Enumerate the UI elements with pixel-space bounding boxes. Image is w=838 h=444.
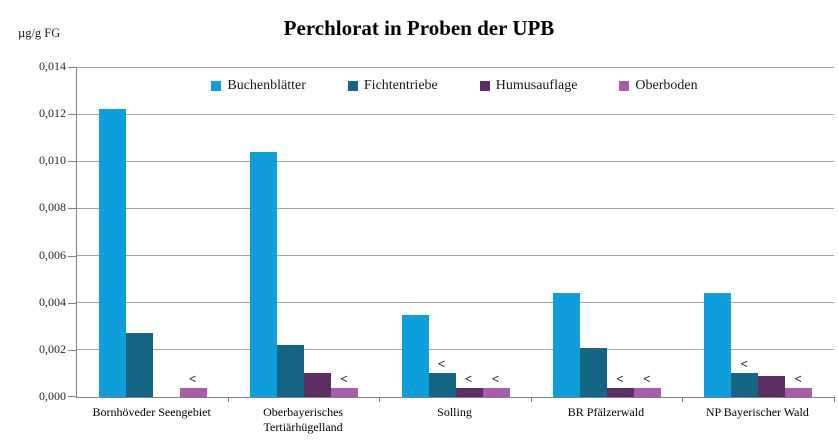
legend-item: Oberboden	[619, 78, 698, 94]
plot-area: < < < < < < < < <	[68, 66, 835, 402]
below-loq-annotation: <	[491, 370, 500, 386]
x-axis-tick	[379, 397, 381, 402]
y-axis-tick	[68, 255, 77, 257]
x-axis-tick	[227, 397, 229, 402]
y-axis-tick	[68, 396, 77, 397]
bar	[125, 333, 153, 397]
y-axis-tick	[68, 302, 77, 304]
below-loq-annotation: <	[464, 370, 473, 386]
legend-swatch-icon	[347, 81, 358, 91]
legend-label: Buchenblätter	[227, 78, 306, 93]
legend-label: Fichtentriebe	[363, 78, 438, 93]
bar: <	[455, 371, 483, 397]
legend-label: Oberboden	[635, 78, 698, 93]
y-tick-label: 0,000	[39, 389, 66, 403]
legend: Buchenblätter Fichtentriebe Humusauflage Ob…	[76, 78, 833, 94]
legend-item: Fichtentriebe	[347, 78, 438, 94]
x-axis-tick	[833, 397, 835, 402]
bar	[704, 293, 732, 397]
y-axis-tick	[68, 208, 77, 210]
bar	[277, 345, 305, 397]
legend-item: Humusauflage	[479, 78, 578, 94]
legend-swatch-icon	[211, 81, 222, 91]
bar-group: < <	[683, 67, 834, 397]
legend-swatch-icon	[619, 81, 630, 91]
bar	[401, 314, 429, 397]
chart-title: Perchlorat in Proben der UPB	[283, 16, 555, 40]
y-tick-label: 0,012	[39, 106, 66, 121]
y-tick-label: 0,008	[39, 200, 66, 215]
below-loq-annotation: <	[740, 356, 748, 372]
gridline	[77, 255, 834, 257]
below-loq-annotation: <	[340, 370, 348, 386]
category-label: Bornhöveder Seengebiet	[92, 405, 211, 419]
x-axis-tick	[530, 397, 532, 402]
bar	[579, 347, 607, 397]
y-axis-tick	[68, 114, 77, 116]
bar-group: <	[228, 67, 379, 397]
bar: <	[785, 371, 813, 397]
y-tick-label: 0,002	[39, 341, 66, 356]
gridline	[77, 66, 834, 68]
bar: <	[482, 371, 510, 397]
below-loq-annotation: <	[188, 370, 197, 386]
y-tick-label: 0,004	[39, 294, 66, 309]
bar	[250, 151, 278, 397]
gridline	[77, 160, 834, 162]
bar-group: < < <	[380, 67, 531, 397]
x-axis-tick	[682, 397, 684, 402]
below-loq-annotation: <	[794, 370, 802, 386]
gridline	[77, 113, 834, 115]
bar	[758, 375, 786, 397]
legend-label: Humusauflage	[495, 78, 578, 93]
y-axis-tick	[68, 349, 77, 351]
y-axis-unit-label: µg/g FG	[18, 26, 61, 40]
bars-layer: < < < < < < < < <	[77, 67, 834, 397]
bar-group: <	[77, 67, 228, 397]
gridline	[77, 302, 834, 304]
legend-item: Buchenblätter	[211, 78, 306, 94]
y-tick-label: 0,006	[39, 247, 66, 262]
below-loq-annotation: <	[616, 370, 624, 386]
below-loq-annotation: <	[437, 356, 446, 372]
y-axis-tick	[68, 161, 77, 163]
bar: <	[731, 356, 759, 397]
y-axis-tick	[68, 67, 77, 68]
gridline	[77, 349, 834, 351]
category-label: Solling	[437, 405, 472, 419]
bar-group: < <	[531, 67, 682, 397]
bar: <	[606, 371, 634, 397]
legend-swatch-icon	[479, 81, 490, 91]
gridline	[77, 207, 834, 209]
y-tick-label: 0,010	[39, 153, 66, 168]
below-loq-annotation: <	[643, 370, 651, 386]
category-label: BR Pfälzerwald	[567, 405, 645, 419]
bar: <	[331, 371, 359, 397]
category-label: NP Bayerischer Wald	[705, 405, 809, 419]
bar: <	[428, 356, 456, 397]
bar	[552, 293, 580, 397]
bar	[98, 109, 126, 397]
bar: <	[633, 371, 661, 397]
bar	[304, 373, 332, 397]
y-tick-label: 0,014	[39, 59, 66, 73]
bar: <	[179, 371, 207, 397]
x-axis-labels: Bornhöveder Seengebiet Oberbayerisches Te…	[76, 405, 833, 435]
category-label: Oberbayerisches Tertiärhügelland	[263, 405, 344, 434]
